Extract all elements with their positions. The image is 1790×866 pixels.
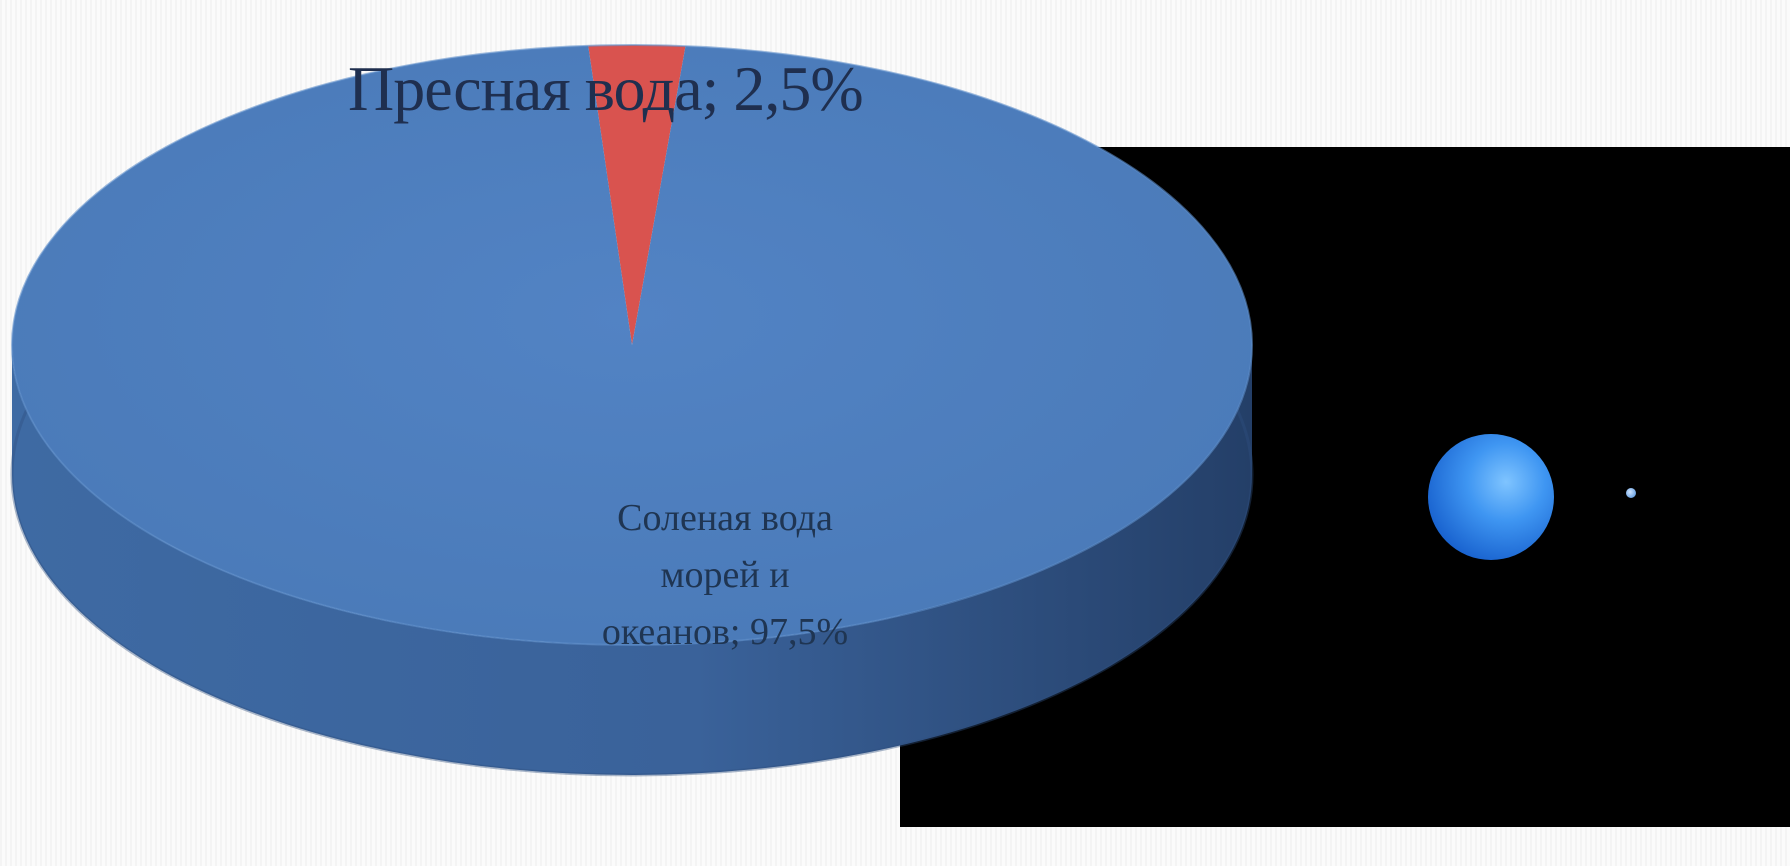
- pie-slice-0: [588, 44, 686, 345]
- pie-top-rim: [11, 44, 1253, 646]
- slice-label-salt-line-3: океанов; 97,5%: [601, 611, 849, 653]
- pie-group: [10, 44, 1254, 777]
- slice-label-salt-line-1: Соленая вода: [617, 497, 833, 539]
- pie-side-wall: [12, 345, 1252, 775]
- slice-label-salt-line-2: морей и: [660, 554, 790, 596]
- slice-label-salt-water: Соленая вода морей и океанов; 97,5%: [560, 490, 890, 661]
- pie-slice-1: [11, 45, 1252, 646]
- slice-label-fresh-water: Пресная вода; 2,5%: [348, 53, 864, 124]
- water-drop-icon: [1626, 488, 1636, 498]
- water-globe-icon: [1428, 434, 1554, 560]
